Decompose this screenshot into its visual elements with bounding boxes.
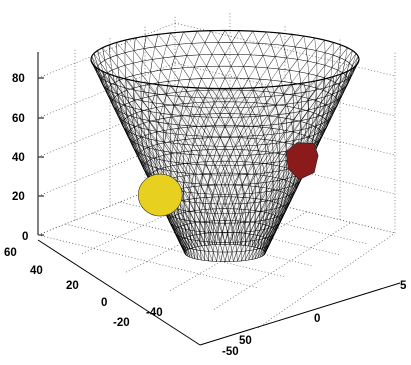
x-axis-line: [199, 282, 401, 346]
y-tick-label: 20: [66, 280, 79, 292]
mesh-ruling-diag: [236, 86, 267, 262]
mesh-ruling-diag: [224, 30, 232, 245]
z-tick-label: 0: [22, 231, 28, 243]
mesh-ruling-diag: [143, 82, 202, 261]
mesh-ruling-diag: [133, 81, 199, 260]
mesh-ruling-diag: [251, 37, 317, 247]
x-tick-label: 5: [400, 280, 407, 292]
z-tick-label: 60: [12, 113, 25, 125]
mesh-ruling-diag: [210, 30, 223, 245]
mesh-ruling-diag: [254, 78, 325, 259]
mesh-ring: [95, 42, 355, 99]
mesh-ruling-diag: [146, 35, 202, 246]
mesh-ruling-diag: [241, 85, 280, 261]
mesh-ring: [137, 137, 313, 176]
mesh-ruling-diag: [204, 88, 221, 262]
cone-top-rim: [90, 29, 360, 90]
mesh-ruling-diag: [116, 42, 193, 248]
mesh-ruling-diag: [178, 87, 213, 262]
mesh-ruling-diag: [154, 84, 206, 261]
mesh-ruling-diag: [244, 84, 293, 261]
mesh-ruling-diag: [125, 39, 196, 248]
z-tick-label: 20: [12, 191, 25, 203]
floor-grid-line: [169, 211, 308, 292]
mesh-ruling-diag: [191, 87, 217, 262]
z-grid-line-left-wall: [37, 101, 176, 158]
floor-grid-line: [257, 232, 396, 329]
mesh-ruling-diag: [248, 36, 307, 247]
floor-grid-line: [37, 179, 176, 236]
mesh-ruling-diag: [108, 73, 191, 258]
mesh-ring: [116, 89, 334, 137]
mesh-ruling-diag: [218, 88, 226, 262]
mesh-ruling-diag: [244, 34, 296, 246]
mesh-ruling-diag: [124, 78, 196, 259]
mesh-ruling-diag: [196, 31, 219, 245]
yellow-patch: [137, 173, 183, 217]
x-tick-label: 50: [239, 335, 252, 347]
mesh-ruling-diag: [135, 37, 199, 247]
mesh-ruling-diag: [254, 40, 326, 248]
mesh-ruling-diag: [166, 85, 209, 262]
z-tick-label: 40: [12, 152, 25, 164]
mesh-ruling-diag: [183, 31, 214, 245]
mesh-ring: [127, 113, 323, 157]
z-grid-line-left-wall: [37, 140, 176, 197]
mesh-ruling-diag: [227, 88, 240, 262]
mesh-ruling-diag: [231, 87, 253, 262]
mesh-ruling-diag: [237, 31, 272, 245]
z-grid-line-left-wall: [37, 22, 176, 79]
mesh-ruling-diag: [251, 80, 315, 260]
mesh-ruling-diag: [116, 76, 193, 259]
y-tick-label: 60: [4, 247, 17, 259]
z-tick-label: 80: [12, 73, 25, 85]
x-tick-label: 0: [314, 313, 320, 325]
mesh-ruling-diag: [93, 65, 186, 255]
y-axis-line: [37, 239, 201, 346]
mesh-ruling-diag: [233, 31, 259, 245]
mesh-ring: [106, 65, 344, 118]
red-patch: [285, 142, 319, 180]
y-tick-label: 40: [30, 265, 43, 277]
mesh-ruling-diag: [97, 68, 187, 256]
y-tick-label: 0: [101, 297, 107, 309]
mesh-ruling-diag: [108, 44, 191, 249]
mesh-ruling-diag: [91, 56, 186, 253]
highlight-patches: [137, 142, 319, 217]
floor-grid-line: [213, 222, 352, 310]
y-tick-label: -40: [146, 307, 163, 319]
cone-mesh: [90, 29, 360, 262]
mesh-ruling-diag: [248, 82, 304, 261]
x-tick-label: -50: [222, 346, 239, 358]
mesh-ruling-diag: [102, 71, 189, 257]
y-tick-label: -20: [113, 317, 130, 329]
mesh-ruling-diag: [170, 32, 209, 246]
